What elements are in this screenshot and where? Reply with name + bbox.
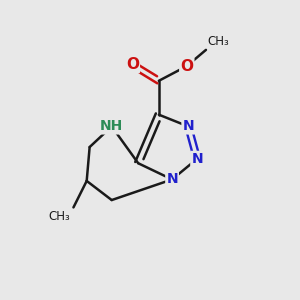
Text: N: N [191, 152, 203, 166]
Text: N: N [182, 119, 194, 134]
Text: CH₃: CH₃ [207, 35, 229, 48]
Text: N: N [166, 172, 178, 186]
Text: O: O [126, 57, 139, 72]
Text: NH: NH [100, 119, 123, 134]
Text: O: O [180, 58, 193, 74]
Text: CH₃: CH₃ [49, 210, 70, 224]
